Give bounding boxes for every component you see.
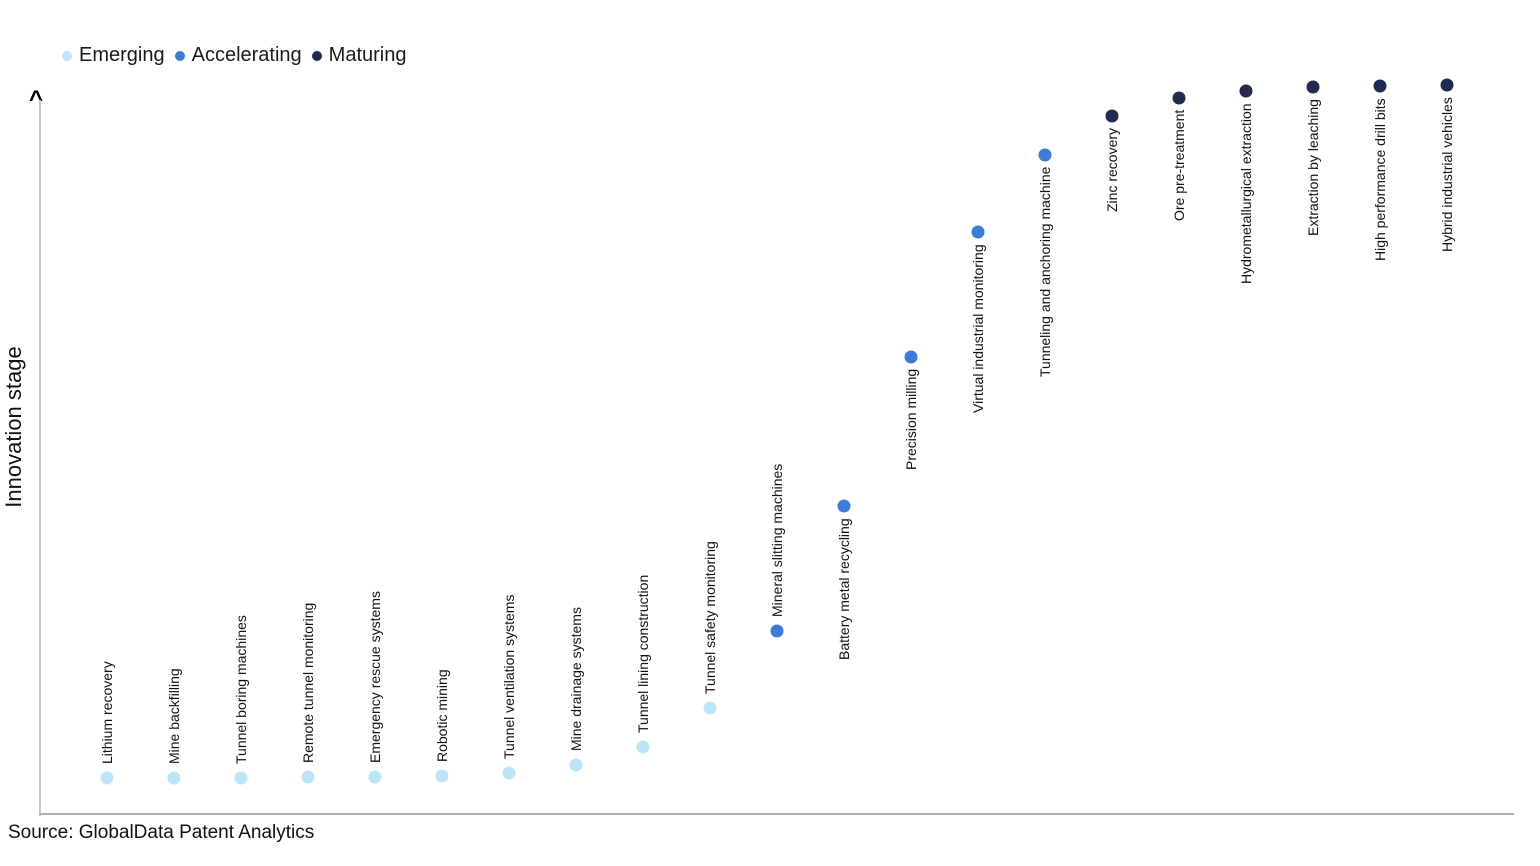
data-point-label: Tunnel boring machines xyxy=(233,615,249,764)
legend-item-maturing: Maturing xyxy=(311,44,407,67)
data-point-accelerating xyxy=(770,624,784,638)
data-point-emerging xyxy=(502,766,516,780)
legend-dot-accelerating-icon xyxy=(174,50,185,61)
legend-label: Maturing xyxy=(328,44,407,66)
data-point-maturing xyxy=(1105,109,1119,123)
source-note: Source: GlobalData Patent Analytics xyxy=(8,822,315,843)
y-axis-title: Innovation stage xyxy=(1,346,26,508)
data-point-accelerating xyxy=(971,225,985,239)
data-point-label: Mine drainage systems xyxy=(568,607,584,751)
legend-item-accelerating: Accelerating xyxy=(174,44,302,67)
data-point-label: High performance drill bits xyxy=(1372,98,1388,261)
x-axis-line xyxy=(39,813,1514,815)
data-point-maturing xyxy=(1172,91,1186,105)
data-point-emerging xyxy=(435,769,449,783)
data-point-label: Precision milling xyxy=(903,368,919,470)
data-point-maturing xyxy=(1440,78,1454,92)
data-point-emerging xyxy=(368,770,382,784)
data-point-label: Virtual industrial monitoring xyxy=(970,244,986,413)
data-point-emerging xyxy=(636,740,650,754)
data-point-accelerating xyxy=(1038,148,1052,162)
data-point-label: Lithium recovery xyxy=(99,661,115,764)
data-point-label: Extraction by leaching xyxy=(1305,99,1321,236)
data-point-label: Zinc recovery xyxy=(1104,127,1120,212)
data-point-label: Tunnel ventilation systems xyxy=(501,594,517,759)
data-point-maturing xyxy=(1373,79,1387,93)
data-point-label: Robotic mining xyxy=(434,669,450,762)
legend-dot-emerging-icon xyxy=(62,50,72,61)
data-point-emerging xyxy=(569,758,583,772)
data-point-accelerating xyxy=(904,350,918,364)
data-point-label: Hydrometallurgical extraction xyxy=(1238,103,1254,284)
data-point-label: Hybrid industrial vehicles xyxy=(1439,97,1455,252)
data-point-label: Tunnel lining construction xyxy=(635,574,651,733)
data-point-label: Tunnel safety monitoring xyxy=(702,541,718,694)
legend-item-emerging: Emerging xyxy=(62,44,165,67)
legend-dot-maturing-icon xyxy=(311,50,322,61)
data-point-label: Tunneling and anchoring machine xyxy=(1037,166,1053,377)
legend-label: Emerging xyxy=(79,44,165,66)
data-point-label: Mineral slitting machines xyxy=(769,463,785,617)
data-point-emerging xyxy=(301,770,315,784)
data-point-emerging xyxy=(100,771,114,785)
data-point-emerging xyxy=(703,701,717,715)
data-point-accelerating xyxy=(837,499,851,513)
y-axis-line xyxy=(39,100,41,816)
data-point-label: Battery metal recycling xyxy=(836,518,852,660)
data-point-label: Ore pre-treatment xyxy=(1171,109,1187,221)
data-point-emerging xyxy=(234,771,248,785)
data-point-maturing xyxy=(1306,80,1320,94)
chart-legend: Emerging Accelerating Maturing xyxy=(62,44,416,67)
data-point-label: Remote tunnel monitoring xyxy=(300,602,316,763)
data-point-emerging xyxy=(167,771,181,785)
data-point-label: Emergency rescue systems xyxy=(367,591,383,763)
data-point-maturing xyxy=(1239,84,1253,98)
data-point-label: Mine backfilling xyxy=(166,668,182,764)
legend-label: Accelerating xyxy=(191,44,302,66)
